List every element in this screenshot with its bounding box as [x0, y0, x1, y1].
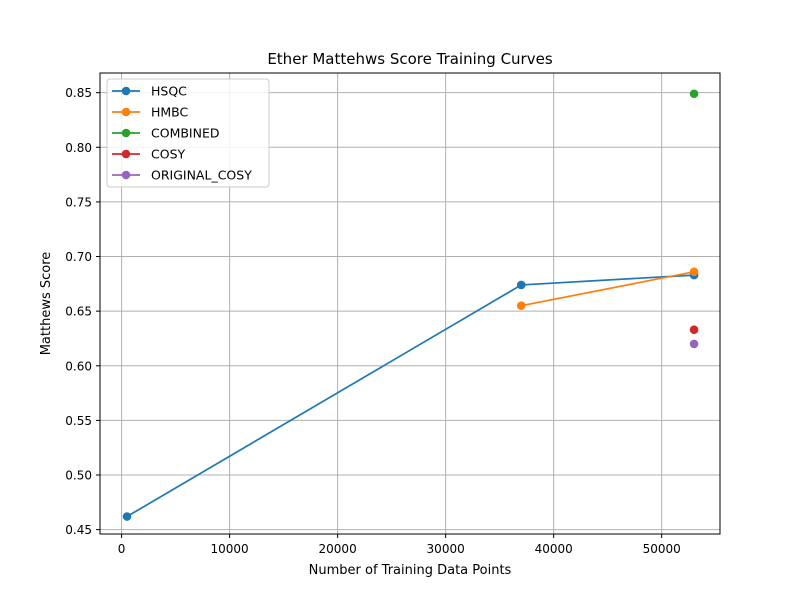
chart-title: Ether Mattehws Score Training Curves: [267, 50, 553, 68]
legend-marker: [121, 107, 131, 117]
data-point-combined: [689, 89, 699, 99]
x-tick-label: 20000: [319, 542, 357, 556]
legend-label: HSQC: [151, 84, 187, 99]
y-tick-label: 0.45: [65, 523, 92, 537]
x-tick-label: 10000: [211, 542, 249, 556]
data-point-hsqc: [516, 280, 526, 290]
legend-label: ORIGINAL_COSY: [151, 168, 252, 183]
grid: [100, 73, 720, 534]
legend-label: HMBC: [151, 105, 189, 120]
y-tick-label: 0.60: [65, 359, 92, 373]
legend-marker: [121, 86, 131, 96]
legend-marker: [121, 149, 131, 159]
series-hsqc: [122, 270, 699, 521]
legend-label: COSY: [151, 147, 186, 162]
series-layer: [122, 89, 699, 521]
data-point-hmbc: [516, 301, 526, 310]
legend: HSQC HMBC COMBINED COSY ORIGINAL_COSY: [106, 78, 270, 188]
y-tick-label: 0.55: [65, 414, 92, 428]
x-tick-label: 40000: [535, 542, 573, 556]
data-point-hmbc: [689, 267, 699, 277]
series-original-cosy: [689, 339, 699, 349]
legend-item-original-cosy: ORIGINAL_COSY: [112, 168, 252, 183]
data-point-original-cosy: [689, 339, 699, 349]
y-tick-label: 0.75: [65, 195, 92, 209]
x-tick-label: 0: [118, 542, 126, 556]
legend-marker: [121, 170, 131, 180]
legend-item-combined: COMBINED: [112, 126, 220, 141]
legend-item-cosy: COSY: [112, 147, 186, 162]
x-axis-ticks: 0 10000 20000 30000 40000 50000: [118, 534, 681, 556]
data-point-hsqc: [122, 512, 132, 521]
y-tick-label: 0.65: [65, 305, 92, 319]
legend-box: [106, 78, 270, 188]
y-axis-label: Matthews Score: [39, 252, 54, 356]
legend-item-hsqc: HSQC: [112, 84, 187, 99]
y-tick-label: 0.85: [65, 86, 92, 100]
legend-item-hmbc: HMBC: [112, 105, 189, 120]
data-point-cosy: [689, 325, 699, 335]
x-tick-label: 50000: [643, 542, 681, 556]
plot-frame: [99, 72, 721, 535]
y-tick-label: 0.80: [65, 141, 92, 155]
series-hmbc: [516, 267, 699, 310]
x-axis-label: Number of Training Data Points: [309, 563, 512, 578]
x-tick-label: 30000: [427, 542, 465, 556]
y-tick-label: 0.70: [65, 250, 92, 264]
y-tick-label: 0.50: [65, 469, 92, 483]
legend-label: COMBINED: [151, 126, 220, 141]
series-cosy: [689, 325, 699, 335]
legend-marker: [121, 128, 131, 138]
series-combined: [689, 89, 699, 99]
series-line-hmbc: [521, 270, 695, 307]
y-axis-ticks: 0.45 0.50 0.55 0.60 0.65 0.70 0.75 0.80 0.85: [65, 86, 100, 537]
